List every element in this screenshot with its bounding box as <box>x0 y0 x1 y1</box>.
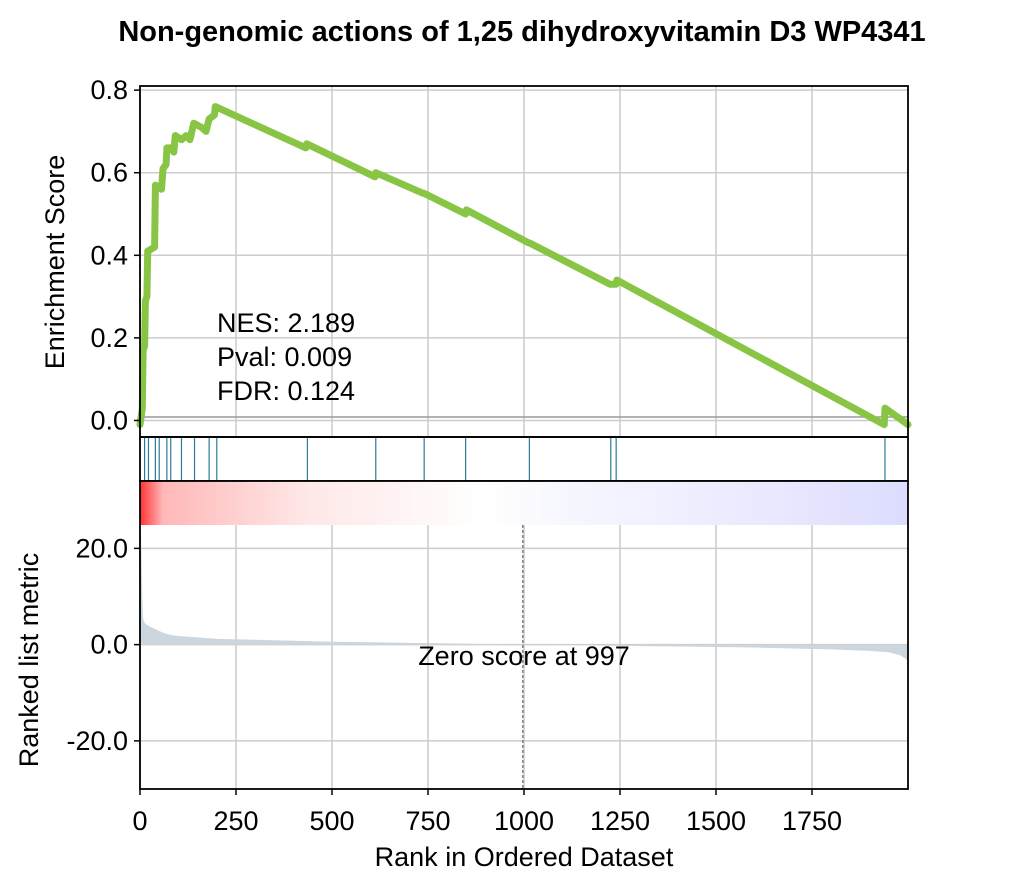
es-y-tick-label: 0.6 <box>90 158 128 188</box>
hit-markers <box>144 437 886 481</box>
ranked-metric-panel: Zero score at 997 20.0 0.0 -20.0 Ranked li… <box>14 480 909 790</box>
es-y-axis-label: Enrichment Score <box>40 155 70 370</box>
rm-y-tick-label: -20.0 <box>66 726 128 756</box>
es-y-tick-label: 0.8 <box>90 75 128 105</box>
running-enrichment-score-line <box>136 103 912 429</box>
x-tick-label: 1250 <box>590 806 650 836</box>
chart-title: Non-genomic actions of 1,25 dihydroxyvit… <box>118 16 925 48</box>
rm-y-ticks: 20.0 0.0 -20.0 <box>66 533 140 756</box>
hits-panel-frame <box>139 436 909 482</box>
rank-heatmap-bar <box>140 481 908 525</box>
es-grid <box>139 86 908 437</box>
rm-y-axis-label: Ranked list metric <box>14 553 44 768</box>
x-tick-label: 750 <box>405 806 450 836</box>
es-y-tick-label: 0.2 <box>90 323 128 353</box>
x-axis-label: Rank in Ordered Dataset <box>375 842 674 872</box>
hits-panel <box>139 436 909 482</box>
es-y-tick-label: 0.0 <box>90 405 128 435</box>
es-y-ticks: 0.0 0.2 0.4 0.6 0.8 <box>90 75 140 435</box>
x-tick-label: 500 <box>309 806 354 836</box>
enrichment-panel: NES: 2.189 Pval: 0.009 FDR: 0.124 0.0 0.2… <box>40 75 912 438</box>
nes-label: NES: 2.189 <box>217 308 355 338</box>
x-tick-label: 1750 <box>782 806 842 836</box>
zero-score-label: Zero score at 997 <box>418 641 630 671</box>
pval-label: Pval: 0.009 <box>217 342 352 372</box>
es-y-tick-label: 0.4 <box>90 240 128 270</box>
x-axis-ticks: 0 250 500 750 1000 1250 1500 1750 <box>132 789 842 836</box>
x-tick-label: 250 <box>213 806 258 836</box>
x-tick-label: 1500 <box>686 806 746 836</box>
fdr-label: FDR: 0.124 <box>217 376 355 406</box>
rm-y-tick-label: 0.0 <box>90 630 128 660</box>
rm-y-tick-label: 20.0 <box>75 533 128 563</box>
ranked-metric-area <box>140 509 908 662</box>
x-tick-label: 1000 <box>494 806 554 836</box>
x-tick-label: 0 <box>132 806 147 836</box>
